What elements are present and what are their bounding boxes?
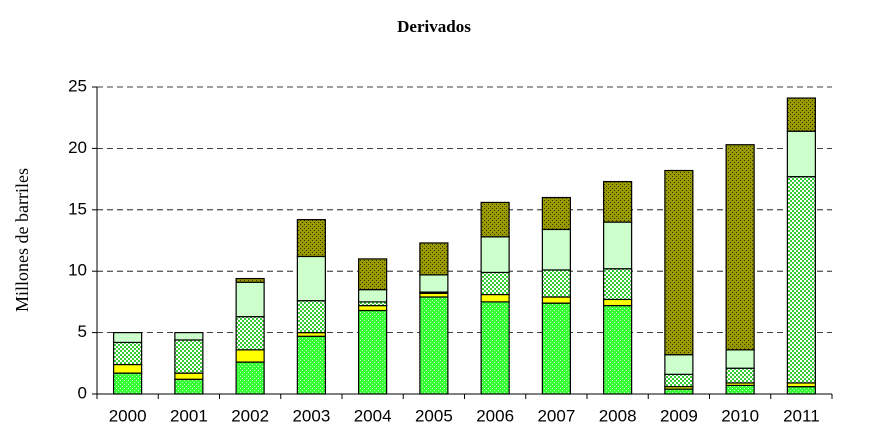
y-tick-label: 5 (78, 322, 87, 341)
chart-title: Derivados (397, 17, 471, 36)
bar-segment (480, 236, 510, 274)
bar-segment (419, 274, 449, 293)
bar-segment (480, 271, 510, 296)
bar-segment (541, 302, 571, 395)
bar-segment (113, 372, 143, 395)
bar-segment (725, 144, 755, 351)
bar-segment (541, 228, 571, 271)
x-tick-label: 2005 (415, 406, 453, 425)
bar-segment (603, 268, 633, 301)
bar-segment (664, 354, 694, 375)
bar-segment (358, 289, 388, 303)
bar-segment (603, 180, 633, 223)
bar-segment (725, 349, 755, 369)
bar-segment (664, 388, 694, 395)
bar-segment (541, 269, 571, 298)
bar-segment (174, 339, 204, 374)
bar-segment (174, 372, 204, 380)
x-tick-label: 2008 (599, 406, 637, 425)
bar-segment (174, 378, 204, 395)
bar-segment (235, 349, 265, 363)
bar-segment (480, 301, 510, 395)
bar-segment (358, 304, 388, 312)
y-tick-label: 20 (68, 138, 87, 157)
bar-segment (603, 298, 633, 307)
bar-segment (603, 304, 633, 395)
y-tick-label: 0 (78, 383, 87, 402)
bar-segment (664, 373, 694, 388)
x-tick-label: 2011 (783, 406, 820, 425)
y-tick-label: 15 (68, 199, 87, 218)
bar-segment (235, 361, 265, 395)
bar-segment (296, 255, 326, 302)
bar-segment (541, 296, 571, 304)
y-tick-label: 25 (68, 76, 87, 95)
bar-segment (725, 384, 755, 395)
x-tick-label: 2000 (109, 406, 147, 425)
bar-segment (786, 130, 816, 178)
x-tick-label: 2006 (476, 406, 514, 425)
bar-segment (113, 341, 143, 366)
bar-segment (725, 367, 755, 384)
y-tick-label: 10 (68, 261, 87, 280)
y-axis-label: Millones de barriles (12, 168, 32, 312)
bar-segment (296, 300, 326, 334)
bar-segment (541, 196, 571, 231)
x-tick-label: 2002 (231, 406, 269, 425)
bar-segment (603, 221, 633, 270)
bar-segment (480, 201, 510, 238)
x-tick-label: 2010 (721, 406, 759, 425)
bar-segment (786, 386, 816, 395)
bar-segment (419, 242, 449, 276)
x-tick-label: 2009 (660, 406, 698, 425)
bar-segment (664, 169, 694, 356)
x-tick-label: 2007 (537, 406, 575, 425)
bar-segment (113, 363, 143, 374)
bar-segment (296, 219, 326, 258)
bar-segment (786, 176, 816, 384)
bar-segment (358, 309, 388, 395)
x-tick-label: 2003 (292, 406, 330, 425)
bar-segment (358, 258, 388, 291)
bar-segment (296, 335, 326, 395)
bar-segment (235, 277, 265, 283)
bar-segment (235, 316, 265, 351)
bar-segment (480, 293, 510, 303)
bar-segment (419, 296, 449, 395)
x-tick-label: 2004 (354, 406, 392, 425)
bar-segment (113, 332, 143, 344)
x-tick-label: 2001 (170, 406, 208, 425)
bar-segment (235, 281, 265, 318)
bar-segment (174, 332, 204, 341)
bar-segment (786, 97, 816, 132)
